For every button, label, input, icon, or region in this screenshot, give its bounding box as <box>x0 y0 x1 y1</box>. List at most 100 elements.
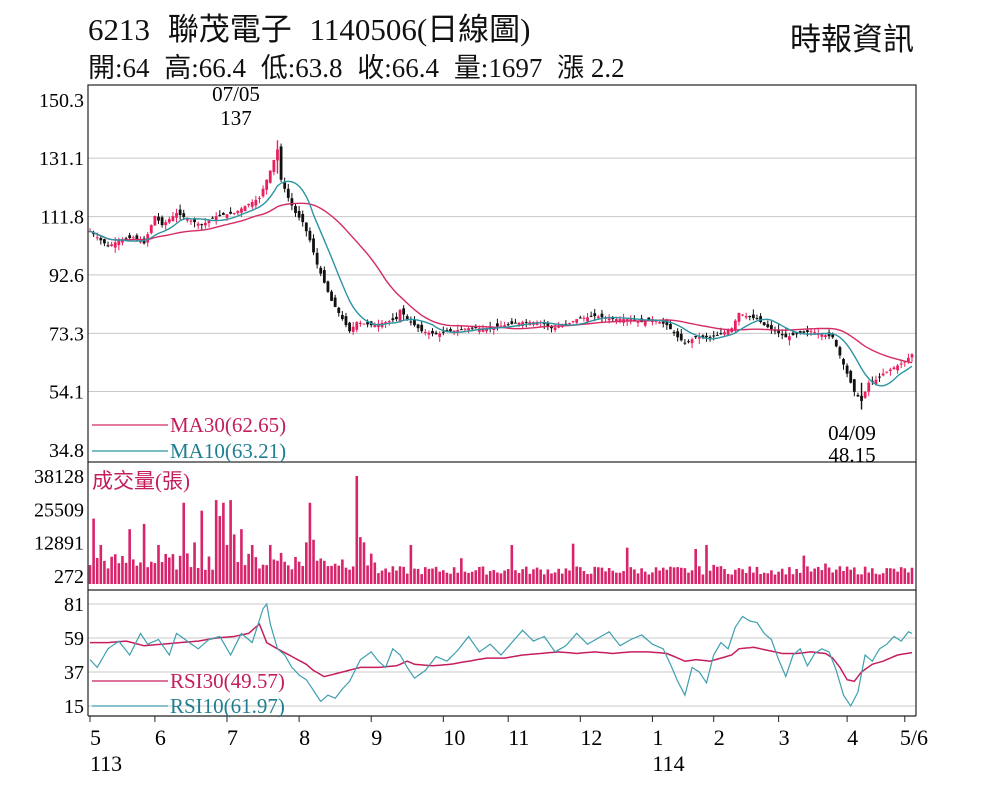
candle <box>416 323 420 333</box>
volume-bar <box>701 574 705 584</box>
volume-bar <box>622 571 625 584</box>
candle <box>744 312 748 320</box>
volume-bar <box>254 557 258 584</box>
stock-code: 6213 <box>88 12 150 47</box>
volume-bar <box>427 568 431 584</box>
volume-bar <box>755 566 759 584</box>
volume-bar <box>240 529 243 584</box>
volume-bar <box>827 567 831 584</box>
volume-bar <box>272 559 276 584</box>
volume-bar <box>834 569 838 584</box>
volume-value: 量:1697 <box>453 53 543 83</box>
candle <box>92 230 96 238</box>
candle <box>175 208 178 223</box>
volume-bar <box>315 560 319 584</box>
month-label: 7 <box>227 725 238 750</box>
candle <box>578 315 582 319</box>
volume-bar <box>294 556 297 584</box>
candle <box>867 380 871 397</box>
candle <box>679 328 683 342</box>
candle <box>355 321 359 333</box>
volume-bar <box>297 561 301 584</box>
volume-bar <box>337 565 341 584</box>
volume-bar <box>460 558 463 584</box>
volume-bar <box>651 572 654 584</box>
candle <box>485 326 488 334</box>
candle <box>467 326 470 334</box>
volume-bar <box>568 570 571 584</box>
volume-bar <box>243 565 247 584</box>
volume-bar <box>586 574 589 584</box>
candle <box>171 212 175 222</box>
low-annotation-date: 04/09 <box>828 421 876 445</box>
candle <box>164 219 168 230</box>
volume-bar <box>416 568 420 584</box>
price-tick-label: 54.1 <box>49 382 84 404</box>
volume-bar <box>420 574 423 584</box>
volume-bar <box>542 574 546 584</box>
candle <box>885 371 889 374</box>
candle <box>881 368 885 377</box>
volume-bar <box>218 515 222 584</box>
volume-bar <box>139 562 142 584</box>
candle <box>438 331 442 342</box>
volume-bar <box>579 567 582 584</box>
candle <box>892 365 896 370</box>
candle <box>542 319 546 329</box>
volume-bar <box>413 568 416 584</box>
volume-bar <box>312 539 315 584</box>
candle <box>777 324 781 338</box>
volume-bar <box>175 569 178 584</box>
volume-bar <box>665 569 669 584</box>
volume-bar <box>149 561 153 584</box>
volume-tick-label: 25509 <box>34 499 84 521</box>
volume-bar <box>250 545 254 584</box>
volume-tick-label: 38128 <box>34 466 84 488</box>
low-annotation-value: 48.15 <box>828 443 875 467</box>
candle <box>802 330 806 334</box>
month-label: 6 <box>155 725 166 750</box>
month-label: 10 <box>443 725 465 750</box>
volume-bar <box>766 573 770 584</box>
candle <box>600 309 604 323</box>
candle <box>247 203 251 208</box>
candle <box>863 390 867 399</box>
candle <box>301 210 305 227</box>
candle <box>232 212 236 216</box>
candle <box>294 203 297 217</box>
volume-bar <box>752 572 755 584</box>
candle <box>661 317 665 328</box>
rsi-tick-label: 15 <box>64 696 84 718</box>
volume-bar <box>160 562 164 584</box>
volume-bar <box>323 560 326 584</box>
volume-bar <box>896 571 899 584</box>
candle <box>849 369 853 384</box>
volume-bar <box>423 567 427 584</box>
candle <box>589 311 593 318</box>
candle <box>402 305 406 320</box>
candlesticks <box>88 140 914 410</box>
volume-bar <box>265 565 268 584</box>
source-label: 時報資訊 <box>790 22 914 57</box>
candle <box>842 357 845 370</box>
ma10-legend: MA10(63.21) <box>170 439 286 463</box>
volume-bar <box>431 568 434 584</box>
volume-bar <box>528 573 532 584</box>
volume-bar <box>780 568 784 584</box>
volume-bar <box>661 567 665 584</box>
chart-date-label: 1140506(日線圖) <box>309 12 531 47</box>
volume-bar <box>362 542 366 584</box>
volume-bar <box>903 568 907 584</box>
volume-bar <box>373 562 377 584</box>
volume-bar <box>676 567 679 584</box>
volume-bar <box>863 566 867 584</box>
volume-bar <box>705 545 708 584</box>
volume-bar <box>481 566 485 584</box>
volume-bar <box>380 570 384 584</box>
volume-bar <box>168 557 171 584</box>
volume-bar <box>838 566 842 584</box>
candle <box>200 223 204 231</box>
volume-bar <box>305 542 308 584</box>
candle <box>751 309 755 321</box>
candle <box>582 315 586 322</box>
